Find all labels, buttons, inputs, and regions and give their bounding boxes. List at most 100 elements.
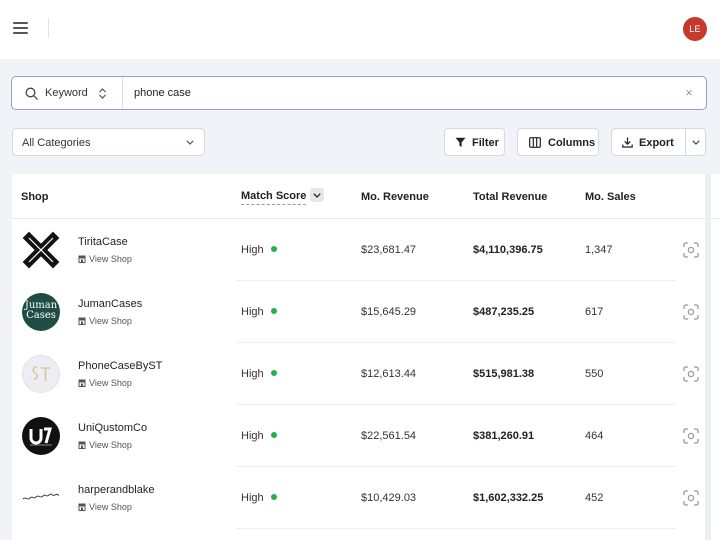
match-score: High <box>241 368 277 380</box>
export-dropdown-chevron-icon[interactable] <box>692 140 700 145</box>
shop-logo-text: Juman Cases <box>24 300 58 321</box>
shop-logo-x <box>22 231 60 269</box>
columns-icon <box>529 137 541 148</box>
store-icon <box>78 379 86 387</box>
search-separator <box>122 77 123 109</box>
filter-button-label: Filter <box>472 137 499 149</box>
table-row[interactable]: TiritaCase View Shop High $23,681.47 $4,… <box>12 219 720 281</box>
view-shop-link[interactable]: View Shop <box>78 378 132 388</box>
column-header-match-score[interactable]: Match Score <box>241 190 307 205</box>
column-header-mo-revenue[interactable]: Mo. Revenue <box>361 191 429 203</box>
view-shop-label: View Shop <box>89 502 132 512</box>
total-revenue-cell: $515,981.38 <box>473 368 535 380</box>
category-select[interactable]: All Categories <box>12 128 205 156</box>
scan-icon[interactable] <box>683 428 699 444</box>
view-shop-label: View Shop <box>89 254 132 264</box>
view-shop-label: View Shop <box>89 440 132 450</box>
shop-name[interactable]: TiritaCase <box>78 236 128 248</box>
scan-icon[interactable] <box>683 242 699 258</box>
results-table: Shop Match Score Mo. Revenue Total Reven… <box>12 174 720 540</box>
search-icon <box>25 87 38 100</box>
row-divider <box>236 404 676 405</box>
user-avatar[interactable]: LE <box>683 17 707 41</box>
columns-button[interactable]: Columns <box>517 128 599 156</box>
mo-sales-cell: 617 <box>585 306 604 318</box>
scan-icon[interactable] <box>683 366 699 382</box>
shop-logo-uq <box>22 417 60 455</box>
match-score: High <box>241 244 277 256</box>
mo-sales-cell: 464 <box>585 430 604 442</box>
shop-name[interactable]: PhoneCaseByST <box>78 360 163 372</box>
status-dot <box>270 370 277 376</box>
download-icon <box>622 137 633 148</box>
top-bar: LE <box>0 0 720 59</box>
row-divider <box>236 342 676 343</box>
shop-logo-juman: Juman Cases <box>22 293 60 331</box>
export-button[interactable]: Export <box>611 128 706 156</box>
sort-toggle-button[interactable] <box>310 188 324 202</box>
store-icon <box>78 255 86 263</box>
view-shop-link[interactable]: View Shop <box>78 502 132 512</box>
total-revenue-cell: $487,235.25 <box>473 306 535 318</box>
view-shop-link[interactable]: View Shop <box>78 440 132 450</box>
table-row[interactable]: UniQustomCo View Shop High $22,561.54 $3… <box>12 405 720 467</box>
match-score-value: High <box>241 368 264 380</box>
mo-revenue-cell: $10,429.03 <box>361 492 417 504</box>
match-score: High <box>241 430 277 442</box>
scan-icon[interactable] <box>683 490 699 506</box>
table-row[interactable]: harperandblake View Shop High $10,429.03… <box>12 467 720 529</box>
search-input[interactable] <box>134 83 674 103</box>
mo-sales-cell: 1,347 <box>585 244 613 256</box>
match-score: High <box>241 306 277 318</box>
category-select-label: All Categories <box>22 137 91 149</box>
table-row[interactable]: Juman Cases JumanCases View Shop High $1… <box>12 281 720 343</box>
match-score: High <box>241 492 277 504</box>
mo-sales-cell: 550 <box>585 368 604 380</box>
total-revenue-cell: $1,602,332.25 <box>473 492 544 504</box>
horizontal-scroll-region[interactable] <box>705 174 711 540</box>
search-bar: Keyword × <box>11 76 707 110</box>
store-icon <box>78 503 86 511</box>
shop-name[interactable]: UniQustomCo <box>78 422 148 434</box>
clear-icon[interactable]: × <box>685 85 693 100</box>
match-score-value: High <box>241 492 264 504</box>
view-shop-link[interactable]: View Shop <box>78 316 132 326</box>
column-header-shop[interactable]: Shop <box>21 191 49 203</box>
shop-logo-st <box>22 355 60 393</box>
columns-button-label: Columns <box>548 137 596 149</box>
shop-logo-script <box>22 479 60 517</box>
match-score-value: High <box>241 430 264 442</box>
column-header-total-revenue[interactable]: Total Revenue <box>473 191 548 203</box>
total-revenue-cell: $381,260.91 <box>473 430 535 442</box>
status-dot <box>270 494 277 500</box>
mo-revenue-cell: $15,645.29 <box>361 306 417 318</box>
shop-name[interactable]: harperandblake <box>78 484 155 496</box>
mo-sales-cell: 452 <box>585 492 604 504</box>
sort-chevron-down-icon <box>313 193 321 198</box>
scan-icon[interactable] <box>683 304 699 320</box>
search-type-selector[interactable]: Keyword <box>45 87 88 99</box>
mo-revenue-cell: $12,613.44 <box>361 368 417 380</box>
status-dot <box>270 308 277 314</box>
view-shop-label: View Shop <box>89 378 132 388</box>
export-button-label: Export <box>639 137 674 149</box>
store-icon <box>78 317 86 325</box>
row-divider <box>236 280 676 281</box>
table-row[interactable]: PhoneCaseByST View Shop High $12,613.44 … <box>12 343 720 405</box>
total-revenue-cell: $4,110,396.75 <box>473 244 543 256</box>
filter-icon <box>455 137 466 147</box>
top-divider <box>48 18 49 38</box>
header-divider <box>12 218 720 219</box>
mo-revenue-cell: $23,681.47 <box>361 244 417 256</box>
hamburger-menu-icon[interactable] <box>13 22 28 35</box>
shop-name[interactable]: JumanCases <box>78 298 143 310</box>
store-icon <box>78 441 86 449</box>
mo-revenue-cell: $22,561.54 <box>361 430 417 442</box>
export-split-divider <box>685 129 686 155</box>
updown-chevron-icon[interactable] <box>98 87 107 100</box>
view-shop-label: View Shop <box>89 316 132 326</box>
row-divider <box>236 466 676 467</box>
view-shop-link[interactable]: View Shop <box>78 254 132 264</box>
column-header-mo-sales[interactable]: Mo. Sales <box>585 191 636 203</box>
filter-button[interactable]: Filter <box>444 128 505 156</box>
